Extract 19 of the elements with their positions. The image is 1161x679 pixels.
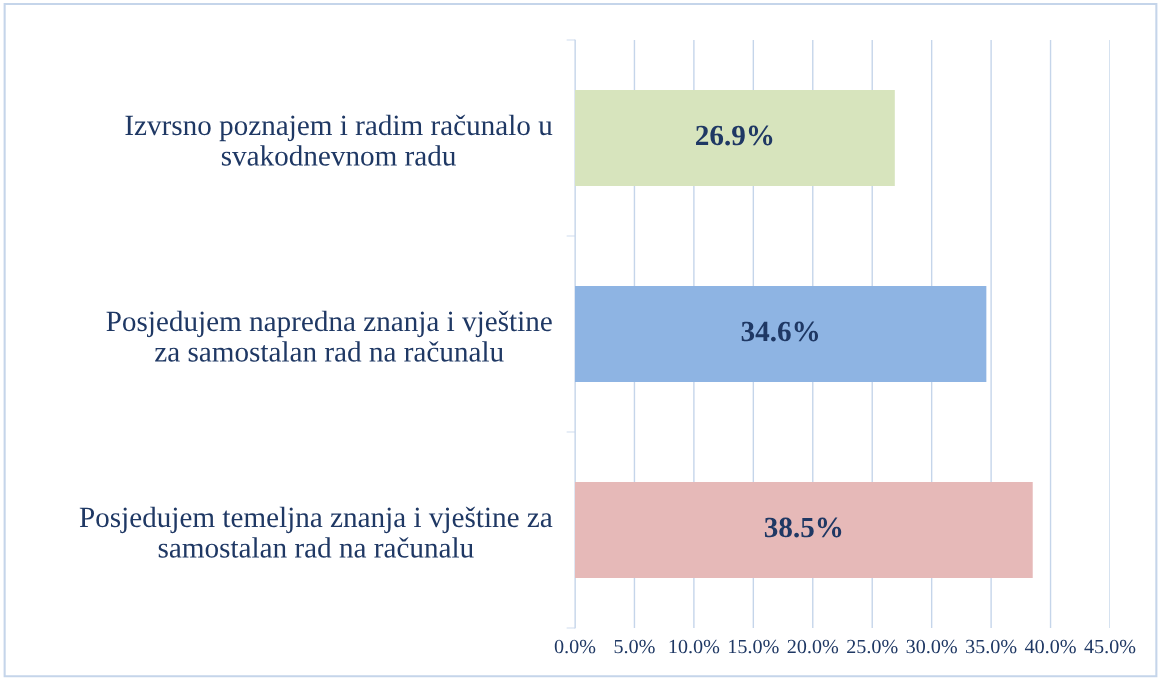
bar: [575, 285, 987, 383]
x-tick-label: 10.0%: [669, 639, 720, 654]
x-tick-label: 20.0%: [787, 639, 839, 654]
y-tick-label: Posjedujem temeljna znanja i vještine za samostalan rad na računalu: [79, 506, 553, 558]
y-tick-label: Izvrsno poznajem i radim računalo u svakodnevnom radu: [125, 114, 553, 166]
x-tick-label: 30.0%: [906, 639, 957, 654]
data-label: 26.9%: [696, 125, 773, 146]
x-tick-label: 40.0%: [1024, 639, 1076, 654]
bar: [575, 481, 1033, 579]
x-tick-label: 25.0%: [847, 639, 898, 654]
y-tick-label: Posjedujem napredna znanja i vještine za samostalan rad na računalu: [106, 310, 552, 362]
x-tick-label: 15.0%: [729, 639, 779, 654]
x-tick-label: 45.0%: [1084, 639, 1136, 654]
x-tick-label: 35.0%: [966, 639, 1017, 654]
data-label: 38.5%: [764, 517, 842, 538]
x-tick-label: 0.0%: [554, 639, 596, 654]
bar: [575, 89, 895, 187]
x-tick-label: 5.0%: [614, 639, 655, 654]
data-label: 34.6%: [741, 321, 819, 342]
